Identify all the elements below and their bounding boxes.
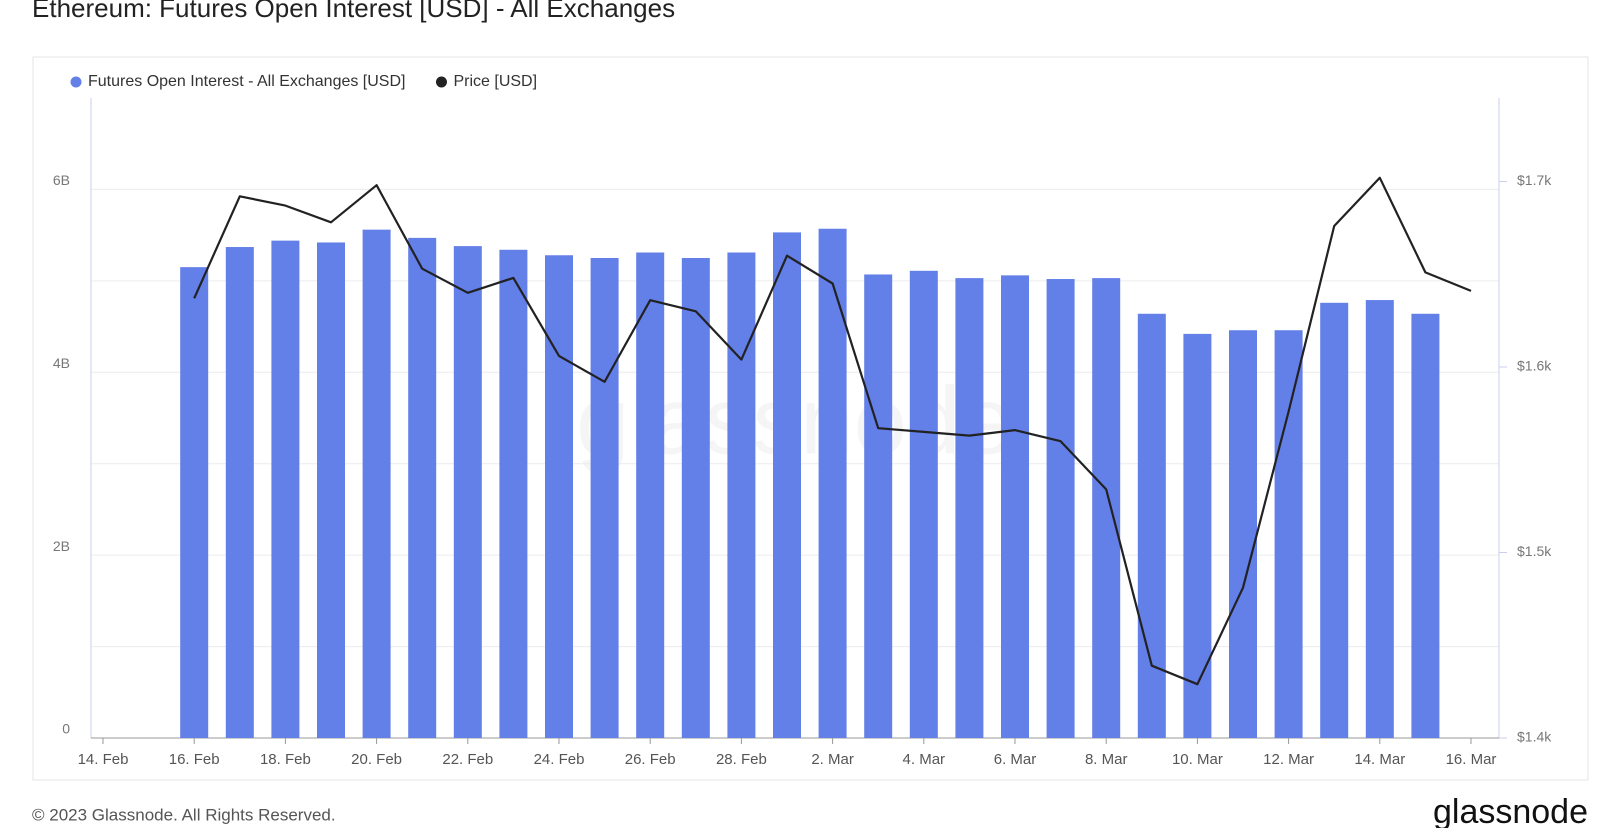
- x-tick-label: 12. Mar: [1263, 751, 1314, 768]
- bar: [590, 258, 619, 738]
- bar: [909, 270, 938, 738]
- bar: [1274, 330, 1303, 738]
- bar: [818, 228, 847, 738]
- x-tick-label: 6. Mar: [994, 751, 1037, 768]
- bar: [773, 232, 801, 738]
- bar: [1183, 333, 1212, 738]
- x-tick-label: 14. Feb: [78, 751, 129, 768]
- bar: [1046, 279, 1075, 738]
- bar: [180, 267, 209, 738]
- legend-marker: [70, 76, 82, 88]
- bar: [864, 274, 893, 738]
- bar: [225, 247, 254, 738]
- footer: © 2023 Glassnode. All Rights Reserved.: [32, 805, 336, 824]
- x-tick-label: 14. Mar: [1354, 751, 1405, 768]
- bar: [408, 237, 437, 738]
- bar: [1229, 330, 1257, 738]
- x-tick-label: 26. Feb: [625, 751, 676, 768]
- bar: [453, 246, 482, 738]
- x-tick-label: 10. Mar: [1172, 751, 1223, 768]
- x-tick-label: 24. Feb: [534, 751, 585, 768]
- bar: [1092, 278, 1121, 738]
- x-tick-label: 16. Feb: [169, 751, 220, 768]
- y-tick-label: 6B: [53, 172, 70, 188]
- chart-title: Ethereum: Futures Open Interest [USD] - …: [32, 0, 675, 23]
- price-line: [193, 176, 1472, 686]
- logo: glassnode: [1433, 793, 1588, 828]
- bar: [271, 240, 300, 738]
- y2-tick-label: $1.5k: [1517, 543, 1552, 559]
- y2-tick-label: $1.7k: [1517, 172, 1552, 188]
- bar: [636, 252, 665, 738]
- bar: [317, 242, 345, 738]
- bar: [362, 229, 391, 738]
- legend-label: Futures Open Interest - All Exchanges [U…: [88, 73, 405, 90]
- x-tick-label: 18. Feb: [260, 751, 311, 768]
- x-tick-label: 16. Mar: [1446, 751, 1497, 768]
- bar: [1001, 275, 1029, 738]
- bar: [1320, 302, 1349, 738]
- x-tick-label: 4. Mar: [903, 751, 946, 768]
- bar: [545, 255, 573, 738]
- legend-label: Price [USD]: [453, 73, 537, 90]
- bar: [681, 258, 710, 738]
- bar: [727, 252, 756, 738]
- bar: [1411, 313, 1440, 738]
- x-tick-label: 22. Feb: [442, 751, 493, 768]
- bar: [1137, 313, 1166, 738]
- bar: [499, 249, 528, 738]
- legend-marker: [435, 76, 447, 88]
- bar: [955, 278, 984, 738]
- y2-tick-label: $1.6k: [1517, 358, 1552, 374]
- bar: [1365, 300, 1394, 738]
- y-tick-label: 2B: [53, 538, 70, 554]
- x-tick-label: 28. Feb: [716, 751, 767, 768]
- x-tick-label: 2. Mar: [811, 751, 854, 768]
- y-tick-label: 0: [62, 721, 70, 737]
- x-tick-label: 20. Feb: [351, 751, 402, 768]
- y2-tick-label: $1.4k: [1517, 729, 1552, 745]
- chart-frame: [32, 56, 1589, 781]
- y-tick-label: 4B: [53, 355, 70, 371]
- x-tick-label: 8. Mar: [1085, 751, 1128, 768]
